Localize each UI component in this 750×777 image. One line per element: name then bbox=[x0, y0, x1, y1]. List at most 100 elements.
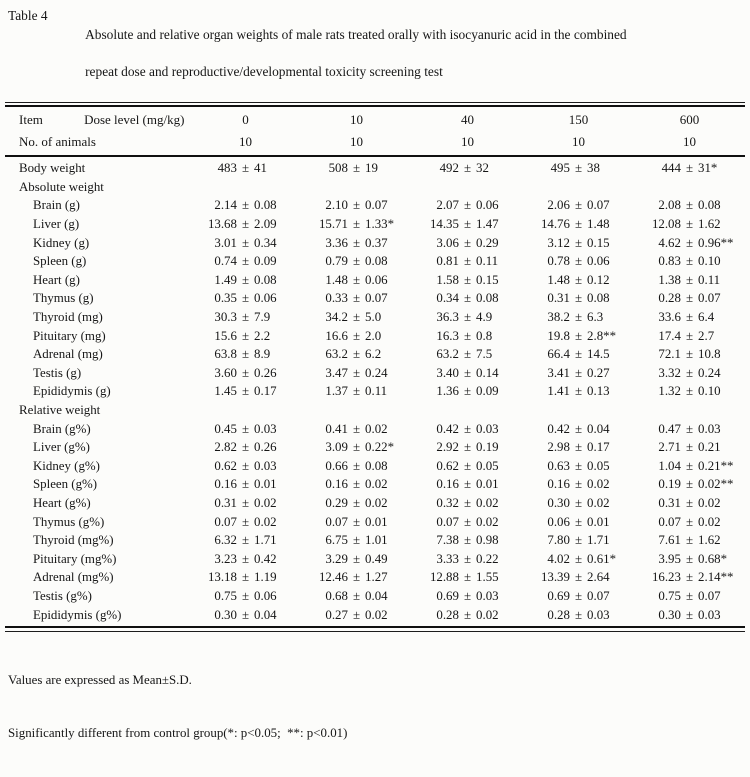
value-cell: 0.33 ±0.07 bbox=[301, 291, 412, 306]
sd-value: 0.07 bbox=[698, 291, 721, 306]
mean-value: 63.2 bbox=[436, 347, 459, 362]
value-cell: 3.36 ±0.37 bbox=[301, 236, 412, 251]
value-cell: 0.06 ±0.01 bbox=[523, 515, 634, 530]
value-cell: 2.98 ±0.17 bbox=[523, 440, 634, 455]
mean-value: 4.02 bbox=[547, 551, 570, 566]
value-cell: 15.6 ±2.2 bbox=[190, 329, 301, 344]
mean-value: 0.33 bbox=[325, 291, 348, 306]
mean-value: 0.45 bbox=[214, 421, 237, 436]
header-animals-count: 10 bbox=[239, 133, 252, 149]
mean-value: 2.92 bbox=[436, 440, 459, 455]
sd-value: 0.22 bbox=[476, 551, 499, 566]
mean-value: 0.69 bbox=[547, 588, 570, 603]
mean-value: 2.71 bbox=[658, 440, 681, 455]
sd-value: 0.06 bbox=[476, 198, 499, 213]
plus-minus-symbol: ± bbox=[574, 217, 583, 232]
sd-value: 38 bbox=[587, 161, 600, 176]
plus-minus-symbol: ± bbox=[463, 495, 472, 510]
mean-value: 1.32 bbox=[658, 384, 681, 399]
value-cell: 0.78 ±0.06 bbox=[523, 254, 634, 269]
row-label: Body weight bbox=[19, 161, 86, 176]
mean-value: 0.62 bbox=[436, 458, 459, 473]
value-cell: 0.69 ±0.07 bbox=[523, 589, 634, 604]
value-cell: 17.4 ±2.7 bbox=[634, 329, 745, 344]
value-cell: 0.75 ±0.07 bbox=[634, 589, 745, 604]
sd-value: 0.07 bbox=[365, 291, 388, 306]
mean-value: 3.09 bbox=[325, 440, 348, 455]
mean-value: 12.88 bbox=[429, 570, 459, 585]
table-row: Kidney (g%) 0.62 ±0.03 0.66 ±0.08 0.62 ±0.05 0.… bbox=[5, 457, 745, 476]
sd-value: 0.02 bbox=[365, 607, 388, 622]
plus-minus-symbol: ± bbox=[685, 533, 694, 548]
row-label: Testis (g) bbox=[33, 365, 82, 380]
plus-minus-symbol: ± bbox=[463, 477, 472, 492]
value-cell: 7.38 ±0.98 bbox=[412, 533, 523, 548]
plus-minus-symbol: ± bbox=[574, 514, 583, 529]
sd-value: 0.17 bbox=[254, 384, 277, 399]
mean-value: 13.39 bbox=[540, 570, 570, 585]
value-cell: 0.30 ±0.02 bbox=[523, 496, 634, 511]
plus-minus-symbol: ± bbox=[574, 254, 583, 269]
plus-minus-symbol: ± bbox=[241, 347, 250, 362]
row-label: Liver (g%) bbox=[33, 440, 90, 455]
mean-value: 0.16 bbox=[436, 477, 459, 492]
plus-minus-symbol: ± bbox=[352, 495, 361, 510]
value-cell: 0.07 ±0.02 bbox=[412, 515, 523, 530]
footnote-significance: Significantly different from control gro… bbox=[8, 725, 348, 740]
mean-value: 34.2 bbox=[325, 310, 348, 325]
row-label: Testis (g%) bbox=[33, 588, 92, 603]
plus-minus-symbol: ± bbox=[352, 235, 361, 250]
mean-value: 17.4 bbox=[658, 328, 681, 343]
plus-minus-symbol: ± bbox=[574, 551, 583, 566]
plus-minus-symbol: ± bbox=[685, 272, 694, 287]
plus-minus-symbol: ± bbox=[352, 254, 361, 269]
plus-minus-symbol: ± bbox=[241, 458, 250, 473]
value-cell: 33.6 ±6.4 bbox=[634, 310, 745, 325]
plus-minus-symbol: ± bbox=[352, 514, 361, 529]
mean-value: 1.37 bbox=[325, 384, 348, 399]
value-cell: 66.4 ±14.5 bbox=[523, 347, 634, 362]
plus-minus-symbol: ± bbox=[241, 551, 250, 566]
value-cell: 0.83 ±0.10 bbox=[634, 254, 745, 269]
sd-value: 0.21 bbox=[698, 440, 721, 455]
sd-value: 0.10 bbox=[698, 254, 721, 269]
mean-value: 0.07 bbox=[658, 514, 681, 529]
mean-value: 3.06 bbox=[436, 235, 459, 250]
sd-value: 5.0 bbox=[365, 310, 382, 325]
value-cell: 7.80 ±1.71 bbox=[523, 533, 634, 548]
header-row-doses: Item Dose level (mg/kg) 0 10 40 150 600 bbox=[5, 109, 745, 131]
sd-value: 14.5 bbox=[587, 347, 610, 362]
mean-value: 66.4 bbox=[547, 347, 570, 362]
plus-minus-symbol: ± bbox=[685, 235, 694, 250]
value-cell: 0.28 ±0.03 bbox=[523, 608, 634, 623]
mean-value: 2.14 bbox=[214, 198, 237, 213]
plus-minus-symbol: ± bbox=[574, 365, 583, 380]
sd-value: 0.07 bbox=[587, 198, 610, 213]
value-cell: 13.68 ±2.09 bbox=[190, 217, 301, 232]
plus-minus-symbol: ± bbox=[685, 421, 694, 436]
row-label: Pituitary (mg%) bbox=[33, 551, 117, 566]
plus-minus-symbol: ± bbox=[463, 384, 472, 399]
sd-value: 0.08 bbox=[365, 458, 388, 473]
value-cell: 6.32 ±1.71 bbox=[190, 533, 301, 548]
header-animals-count: 10 bbox=[572, 133, 585, 149]
table-footnotes: Values are expressed as Mean±S.D. Signif… bbox=[5, 632, 745, 777]
plus-minus-symbol: ± bbox=[574, 328, 583, 343]
value-cell: 0.27 ±0.02 bbox=[301, 608, 412, 623]
value-cell: 0.31 ±0.02 bbox=[190, 496, 301, 511]
value-cell: 0.63 ±0.05 bbox=[523, 459, 634, 474]
plus-minus-symbol: ± bbox=[574, 198, 583, 213]
plus-minus-symbol: ± bbox=[241, 310, 250, 325]
value-cell: 508 ±19 bbox=[301, 161, 412, 176]
sd-value: 0.24 bbox=[698, 365, 721, 380]
section-header-row: Absolute weight bbox=[5, 178, 745, 197]
sd-value: 0.07 bbox=[698, 588, 721, 603]
sd-value: 1.71 bbox=[587, 533, 610, 548]
header-dose-value: 40 bbox=[461, 111, 474, 127]
plus-minus-symbol: ± bbox=[463, 440, 472, 455]
mean-value: 13.68 bbox=[207, 217, 237, 232]
header-animals-count: 10 bbox=[350, 133, 363, 149]
table-caption-text: Absolute and relative organ weights of m… bbox=[65, 7, 745, 100]
plus-minus-symbol: ± bbox=[352, 477, 361, 492]
